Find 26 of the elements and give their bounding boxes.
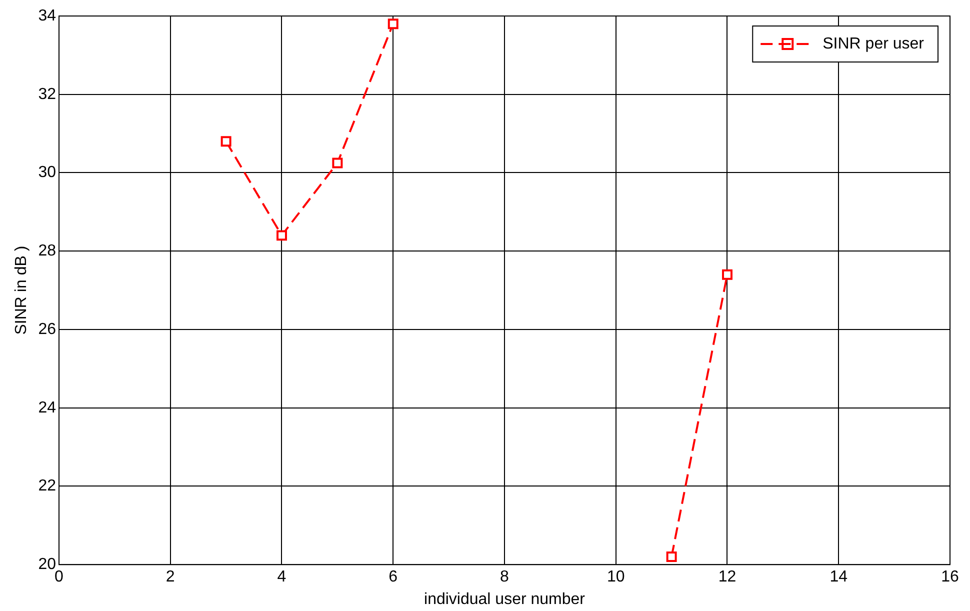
- x-tick-label: 6: [388, 568, 398, 586]
- y-tick-label: 20: [38, 556, 56, 574]
- y-tick-label: 22: [38, 478, 56, 495]
- x-tick-label: 8: [500, 568, 510, 586]
- point: [388, 18, 398, 30]
- point: [332, 158, 343, 168]
- point: [220, 136, 232, 147]
- x-axis-title: individual user number: [424, 590, 586, 608]
- y-tick-label: 26: [38, 320, 56, 338]
- x-tick-label: 16: [941, 568, 959, 586]
- point: [722, 269, 732, 280]
- x-tick-label: 12: [718, 568, 736, 586]
- point: [276, 230, 287, 241]
- y-tick-label: 28: [38, 242, 56, 260]
- x-tick-label: 2: [166, 568, 175, 586]
- x-tick-label: 4: [277, 568, 286, 586]
- y-tick-label: 30: [38, 164, 56, 182]
- legend-label: SINR per user: [822, 35, 925, 52]
- y-tick-label: 34: [38, 7, 56, 24]
- x-tick-label: 14: [830, 568, 848, 586]
- y-tick-label: 32: [38, 86, 56, 103]
- x-tick-label: 0: [54, 568, 64, 586]
- y-tick-label: 24: [38, 399, 56, 416]
- x-tick-label: 10: [606, 568, 625, 586]
- y-axis-title: SINR in dB ): [13, 246, 30, 335]
- point: [666, 552, 677, 562]
